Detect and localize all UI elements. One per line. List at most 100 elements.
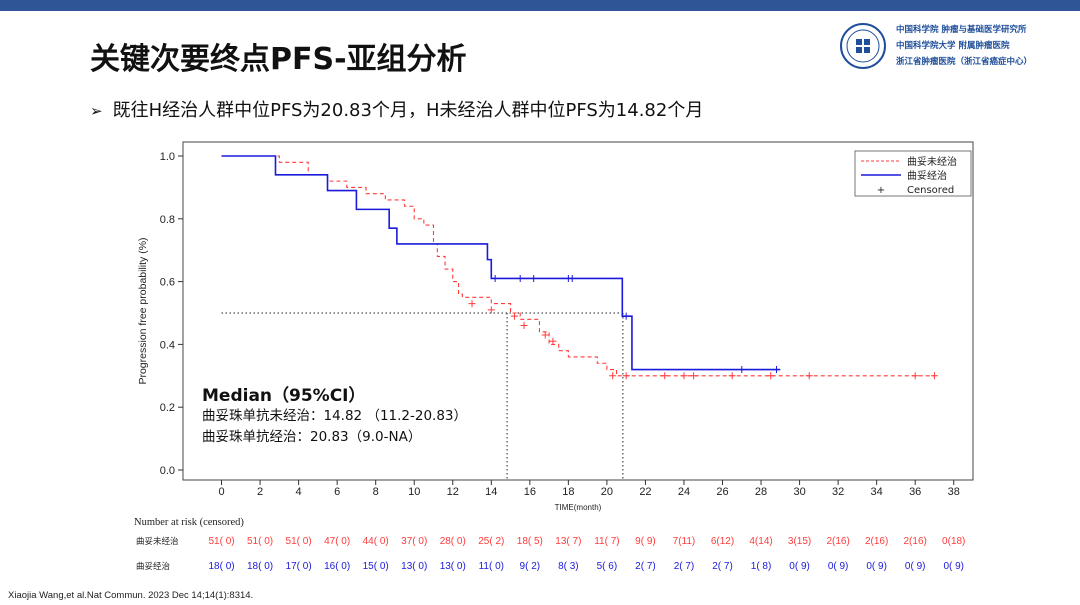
censor-mark [510,312,518,320]
risk-table-cell: 18( 5) [517,536,543,547]
risk-table-cell: 7(11) [673,536,696,547]
slide-title: 关键次要终点PFS-亚组分析 [90,42,467,77]
risk-table-cell: 51( 0) [208,536,234,547]
risk-table-cell: 0( 9) [866,561,887,572]
censor-mark [622,372,630,380]
censor-mark [568,274,576,282]
censor-mark [491,274,499,282]
plot-frame [182,141,974,481]
x-axis-label: TIME(month) [555,503,602,512]
y-tick-label: 0.2 [160,402,175,414]
x-tick-label: 12 [447,486,459,498]
x-tick-label: 14 [485,486,497,498]
risk-table-cell: 8( 3) [558,561,579,572]
censor-mark [549,337,557,345]
annotation-line-untreated: 曲妥珠单抗未经治：14.82 （11.2-20.83） [202,408,467,424]
risk-table-cell: 6(12) [711,536,734,547]
risk-table-cell: 13( 0) [401,561,427,572]
censor-mark [661,372,669,380]
censor-mark [738,366,746,374]
x-tick-label: 38 [948,486,960,498]
risk-table-row-label: 曲妥未经治 [136,536,179,547]
censor-mark [487,306,495,314]
risk-table-cell: 17( 0) [286,561,312,572]
legend-censor-marker: + [877,185,885,196]
logo-line-3: 浙江省肿瘤医院（浙江省癌症中心） [896,57,1033,67]
subtitle-text: 既往H经治人群中位PFS为20.83个月，H未经治人群中位PFS为14.82个月 [112,100,704,121]
risk-table-cell: 51( 0) [286,536,312,547]
seal-icon [840,23,886,69]
y-tick-label: 0.4 [160,339,175,351]
risk-table-cell: 1( 8) [751,561,772,572]
censor-mark [622,312,630,320]
risk-table-cell: 18( 0) [247,561,273,572]
risk-table-cell: 0( 9) [828,561,849,572]
censor-mark [772,366,780,374]
risk-table-cell: 2(16) [865,536,888,547]
slide-subtitle: ➢ 既往H经治人群中位PFS为20.83个月，H未经治人群中位PFS为14.82个… [90,96,703,122]
x-tick-label: 22 [639,486,651,498]
y-tick-label: 1.0 [160,151,175,163]
risk-table-cell: 11( 7) [594,536,619,547]
censor-mark [520,322,528,330]
legend-label: 曲妥经治 [907,169,947,182]
bullet-arrow-icon: ➢ [90,102,103,120]
risk-table-cell: 37( 0) [401,536,427,547]
censor-mark [930,372,938,380]
risk-table-cell: 11( 0) [479,561,504,572]
risk-table-cell: 9( 2) [520,561,541,572]
risk-table-cell: 25( 2) [478,536,504,547]
annotation-heading: Median（95%CI） [202,385,366,406]
risk-table-cell: 16( 0) [324,561,350,572]
risk-table-cell: 0( 9) [789,561,810,572]
censor-mark [680,372,688,380]
y-tick-label: 0.6 [160,277,175,289]
legend-label: Censored [907,185,954,196]
risk-table-cell: 0( 9) [905,561,926,572]
legend-label: 曲妥未经治 [907,155,957,168]
censor-mark [530,274,538,282]
risk-table-title: Number at risk (censored) [134,517,244,528]
risk-table-cell: 3(15) [788,536,811,547]
annotation-line-treated: 曲妥珠单抗经治：20.83（9.0-NA） [202,429,421,445]
risk-table-cell: 15( 0) [363,561,389,572]
x-tick-label: 8 [373,486,379,498]
risk-table-row-label: 曲妥经治 [136,561,171,572]
risk-table-cell: 2( 7) [635,561,656,572]
x-tick-label: 26 [716,486,728,498]
logo-line-2: 中国科学院大学 附属肿瘤医院 [896,41,1010,51]
risk-table-cell: 44( 0) [363,536,389,547]
series-line-untreated [221,155,935,377]
risk-table-cell: 13( 0) [440,561,466,572]
risk-table-cell: 51( 0) [247,536,273,547]
risk-table-cell: 2(16) [826,536,849,547]
legend-box [854,150,972,197]
risk-table-cell: 47( 0) [324,536,350,547]
x-tick-label: 6 [334,486,340,498]
risk-table-cell: 5( 6) [597,561,618,572]
risk-table-cell: 0(18) [942,536,965,547]
y-axis-label: Progression free probability (%) [137,237,149,384]
x-tick-label: 24 [678,486,690,498]
censor-mark [468,300,476,308]
risk-table-cell: 28( 0) [440,536,466,547]
censor-mark [690,372,698,380]
y-tick-label: 0.0 [160,465,175,477]
y-tick-label: 0.8 [160,214,175,226]
censor-mark [609,372,617,380]
risk-table-cell: 9( 9) [635,536,656,547]
x-tick-label: 0 [218,486,224,498]
censor-mark [911,372,919,380]
x-tick-label: 2 [257,486,263,498]
x-tick-label: 34 [871,486,883,498]
censor-mark [728,372,736,380]
risk-table-cell: 2( 7) [674,561,695,572]
x-tick-label: 18 [562,486,574,498]
x-tick-label: 28 [755,486,767,498]
censor-mark [516,274,524,282]
x-tick-label: 36 [909,486,921,498]
risk-table-cell: 2( 7) [712,561,733,572]
series-line-treated [221,155,781,371]
x-tick-label: 4 [296,486,302,498]
citation: Xiaojia Wang,et al.Nat Commun. 2023 Dec … [8,590,254,601]
